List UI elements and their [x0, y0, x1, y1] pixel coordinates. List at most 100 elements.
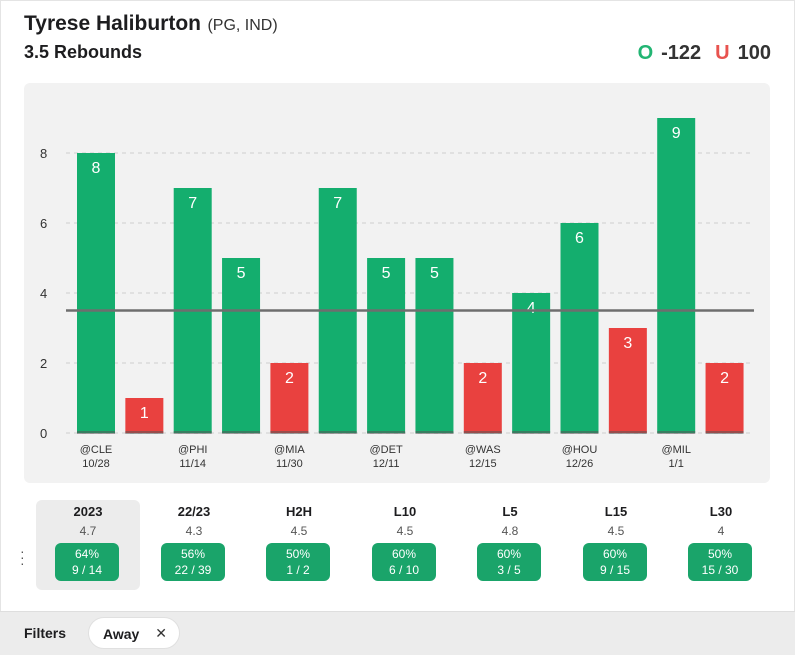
stat-record: 9 / 14 [71, 563, 103, 577]
bar-value-label: 1 [140, 405, 149, 422]
bar-value-label: 6 [575, 230, 584, 247]
stat-label: 22/23 [177, 504, 211, 519]
stat-average: 4.7 [79, 524, 97, 538]
bar [77, 153, 115, 433]
x-tick-date: 11/30 [276, 458, 303, 470]
y-tick-label: 0 [40, 426, 47, 441]
stat-column[interactable]: L30 4 50% 15 / 30 [669, 500, 773, 590]
bar-base [173, 431, 212, 434]
x-tick-label: @DET [370, 444, 403, 456]
bar [560, 223, 599, 433]
x-tick-label: @WAS [465, 444, 501, 456]
stat-label: 2023 [73, 504, 103, 519]
y-tick-label: 2 [40, 356, 47, 371]
y-tick-label: 8 [40, 146, 47, 161]
stat-label: H2H [285, 504, 312, 519]
stat-percent: 56% [180, 547, 206, 561]
bar-value-label: 9 [672, 125, 681, 142]
bar-base [367, 431, 406, 434]
stat-percent: 60% [496, 547, 522, 561]
x-tick-label: @HOU [562, 444, 598, 456]
bar [270, 363, 309, 433]
stat-label: L15 [604, 504, 628, 519]
bar-base [318, 431, 357, 434]
stat-hit-rate: 50% 1 / 2 [266, 543, 330, 581]
bar [367, 258, 406, 433]
bar-base [512, 431, 551, 434]
stat-average: 4.8 [501, 524, 519, 538]
x-tick-label: @MIA [274, 444, 305, 456]
bar [512, 293, 551, 433]
stat-percent: 60% [391, 547, 417, 561]
stat-label: L5 [502, 504, 518, 519]
under-odds[interactable]: 100 [737, 42, 771, 64]
player-meta: (PG, IND) [207, 17, 278, 34]
bar-base [463, 431, 502, 434]
chart-panel: 0 2 4 6 8 8 @CLE 10/28 1 7 @PHI 11/14 5 2 @MIA 11/30 7 5 @… [24, 83, 770, 483]
over-odds[interactable]: -122 [661, 42, 702, 64]
stat-average: 4.5 [396, 524, 414, 538]
x-tick-date: 10/28 [82, 458, 110, 470]
bar-value-label: 4 [527, 300, 536, 317]
stat-record: 9 / 15 [599, 563, 631, 577]
bar-base [657, 431, 696, 434]
bar-base [125, 431, 164, 434]
bar-value-label: 2 [720, 370, 729, 387]
filter-chip-away[interactable]: Away ✕ [88, 617, 180, 649]
stat-hit-rate: 60% 9 / 15 [583, 543, 647, 581]
stat-percent: 50% [707, 547, 733, 561]
stat-column[interactable]: L10 4.5 60% 6 / 10 [353, 500, 457, 590]
stat-column[interactable]: L15 4.5 60% 9 / 15 [564, 500, 668, 590]
stat-average: 4.5 [607, 524, 625, 538]
filters-bar: Filters Away ✕ [0, 611, 795, 655]
bar-value-label: 5 [382, 265, 391, 282]
stat-record: 22 / 39 [174, 563, 212, 577]
stat-average: 4 [717, 524, 725, 538]
bar-value-label: 2 [478, 370, 487, 387]
bar-chart: 0 2 4 6 8 8 @CLE 10/28 1 7 @PHI 11/14 5 2 @MIA 11/30 7 5 @… [40, 118, 754, 470]
x-tick-date: 1/1 [669, 458, 684, 470]
stat-hit-rate: 60% 6 / 10 [372, 543, 436, 581]
close-icon[interactable]: ✕ [155, 625, 167, 641]
stat-hit-rate: 50% 15 / 30 [688, 543, 752, 581]
filters-label: Filters [24, 625, 67, 641]
bar-value-label: 5 [430, 265, 439, 282]
bar [705, 363, 744, 433]
stat-column[interactable]: H2H 4.5 50% 1 / 2 [247, 500, 351, 590]
bar-value-label: 7 [333, 195, 342, 212]
under-label: U [715, 42, 730, 64]
vertical-dots-icon[interactable]: · · · [20, 543, 25, 571]
bar-value-label: 7 [188, 195, 197, 212]
bar-base [705, 431, 744, 434]
stat-record: 6 / 10 [388, 563, 420, 577]
bar-base [608, 431, 647, 434]
bar-base [270, 431, 309, 434]
x-tick-date: 12/15 [469, 458, 497, 470]
y-tick-label: 4 [40, 286, 47, 301]
bar [657, 118, 696, 433]
bar [608, 328, 647, 433]
stat-label: L10 [393, 504, 417, 519]
odds: O -122 U 100 [638, 42, 771, 65]
bar-base [415, 431, 454, 434]
x-tick-date: 12/26 [566, 458, 594, 470]
stat-record: 3 / 5 [497, 563, 521, 577]
stat-record: 1 / 2 [286, 563, 310, 577]
stat-average: 4.5 [290, 524, 308, 538]
bar-base [77, 431, 115, 434]
bar [463, 363, 502, 433]
bar [222, 258, 261, 433]
x-tick-label: @MIL [661, 444, 691, 456]
bar-value-label: 5 [237, 265, 246, 282]
x-tick-date: 12/11 [373, 458, 400, 470]
stat-hit-rate: 64% 9 / 14 [55, 543, 119, 581]
bar-base [222, 431, 261, 434]
stat-hit-rate: 56% 22 / 39 [161, 543, 225, 581]
stats-row: 2023 4.7 64% 9 / 14 22/23 4.3 56% 22 / 39 H2H 4.5… [36, 500, 771, 590]
bar-value-label: 8 [92, 160, 101, 177]
header: Tyrese Haliburton (PG, IND) 3.5 Rebounds… [24, 12, 771, 72]
stat-column[interactable]: 22/23 4.3 56% 22 / 39 [142, 500, 246, 590]
stat-column[interactable]: L5 4.8 60% 3 / 5 [458, 500, 562, 590]
stat-column[interactable]: 2023 4.7 64% 9 / 14 [36, 500, 140, 590]
x-tick-label: @CLE [80, 444, 113, 456]
